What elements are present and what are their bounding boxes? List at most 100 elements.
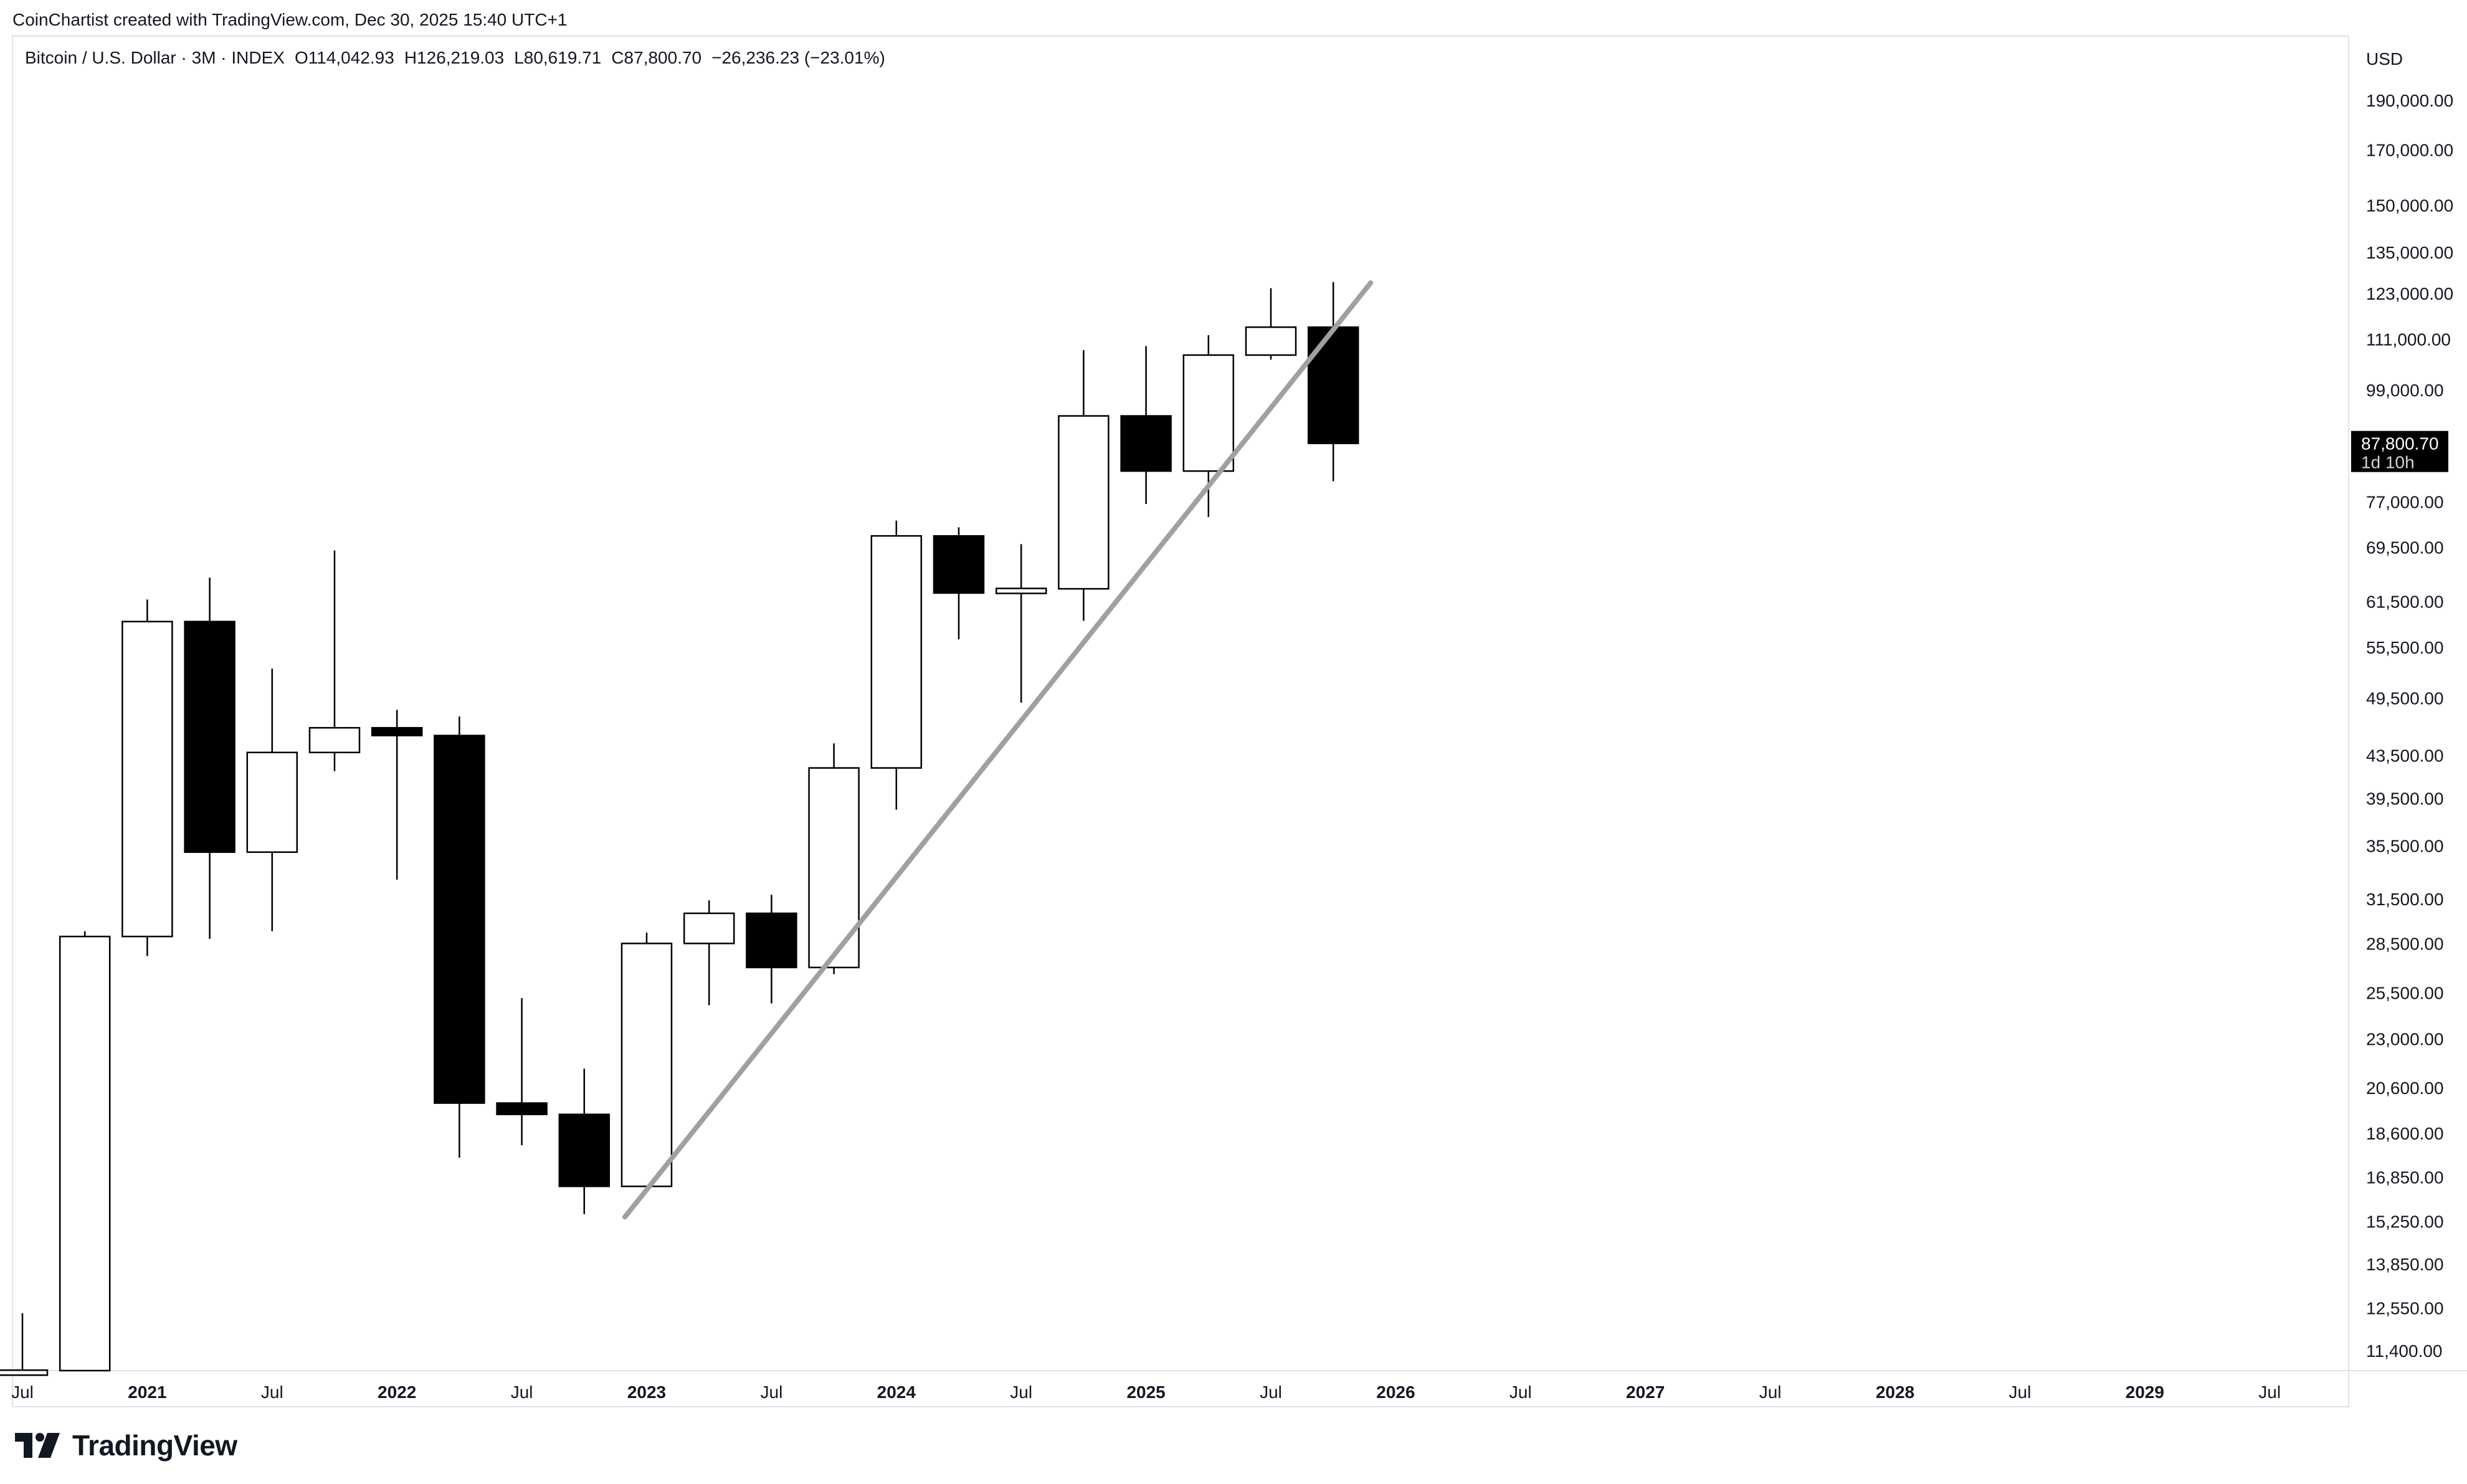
price-tick-label: 69,500.00 bbox=[2366, 538, 2444, 557]
candle[interactable] bbox=[184, 578, 235, 939]
candle-body-down bbox=[371, 726, 423, 736]
legend-open: O114,042.93 bbox=[295, 48, 394, 67]
price-tick-label: 190,000.00 bbox=[2366, 91, 2453, 110]
last-price-countdown: 1d 10h bbox=[2361, 453, 2415, 472]
last-price-value: 87,800.70 bbox=[2361, 434, 2439, 454]
price-tick-label: 99,000.00 bbox=[2366, 381, 2444, 400]
price-tick-label: 20,600.00 bbox=[2366, 1078, 2444, 1098]
price-tick-label: 135,000.00 bbox=[2366, 243, 2453, 262]
time-tick-label: 2025 bbox=[1126, 1382, 1165, 1402]
time-tick-label: Jul bbox=[1759, 1382, 1782, 1402]
candle[interactable] bbox=[995, 544, 1047, 703]
candle-body-up bbox=[808, 767, 860, 969]
candle-body-up bbox=[59, 935, 111, 1372]
time-tick-label: Jul bbox=[1509, 1382, 1532, 1402]
candle[interactable] bbox=[121, 599, 173, 956]
candle-body-down bbox=[184, 621, 235, 854]
price-tick-label: 13,850.00 bbox=[2366, 1255, 2444, 1274]
candle[interactable] bbox=[683, 900, 735, 1006]
currency-label: USD bbox=[2366, 49, 2403, 69]
candle-body-down bbox=[558, 1113, 611, 1187]
time-tick-label: Jul bbox=[2009, 1382, 2032, 1402]
time-tick-label: 2029 bbox=[2126, 1382, 2164, 1402]
price-tick-label: 170,000.00 bbox=[2366, 140, 2453, 159]
price-tick-label: 111,000.00 bbox=[2366, 330, 2451, 349]
tradingview-wordmark: TradingView bbox=[72, 1429, 237, 1462]
tradingview-logo-icon bbox=[15, 1433, 60, 1458]
price-tick-label: 39,500.00 bbox=[2366, 789, 2444, 809]
price-tick-label: 15,250.00 bbox=[2366, 1212, 2444, 1231]
price-tick-label: 16,850.00 bbox=[2366, 1168, 2444, 1187]
candle[interactable] bbox=[933, 527, 985, 640]
candle[interactable] bbox=[1245, 288, 1297, 360]
price-tick-label: 11,400.00 bbox=[2366, 1341, 2443, 1361]
candle[interactable] bbox=[620, 933, 673, 1187]
trendline-layer[interactable] bbox=[622, 280, 1374, 1220]
candle-body-up bbox=[0, 1369, 49, 1376]
time-tick-label: 2028 bbox=[1876, 1382, 1914, 1402]
legend-high: H126,219.03 bbox=[404, 48, 504, 67]
candle[interactable] bbox=[746, 895, 797, 1004]
trendline[interactable] bbox=[622, 280, 1374, 1220]
candle-body-down bbox=[1120, 415, 1172, 472]
legend-change: −26,236.23 (−23.01%) bbox=[711, 48, 885, 67]
tradingview-brand[interactable]: TradingView bbox=[15, 1427, 237, 1464]
candles-layer[interactable] bbox=[0, 282, 1359, 1376]
chart-attribution: CoinChartist created with TradingView.co… bbox=[12, 10, 568, 29]
time-tick-label: 2021 bbox=[128, 1382, 166, 1402]
candle[interactable] bbox=[1058, 350, 1110, 621]
chart-frame bbox=[12, 36, 2467, 1407]
price-tick-label: 77,000.00 bbox=[2366, 492, 2444, 511]
candle-body-up bbox=[620, 943, 673, 1187]
time-tick-label: Jul bbox=[261, 1382, 283, 1402]
candle[interactable] bbox=[0, 1313, 49, 1376]
candle[interactable] bbox=[1307, 282, 1359, 482]
candle[interactable] bbox=[1120, 346, 1172, 505]
time-tick-label: Jul bbox=[761, 1382, 783, 1402]
time-tick-label: 2026 bbox=[1376, 1382, 1415, 1402]
candle[interactable] bbox=[496, 998, 548, 1146]
time-tick-label: Jul bbox=[1260, 1382, 1282, 1402]
candle-body-down bbox=[434, 735, 485, 1104]
price-tick-label: 49,500.00 bbox=[2366, 689, 2444, 708]
price-tick-label: 123,000.00 bbox=[2366, 284, 2453, 303]
legend-low: L80,619.71 bbox=[514, 48, 601, 67]
time-tick-label: Jul bbox=[11, 1382, 34, 1402]
candle-body-down bbox=[746, 912, 797, 969]
time-tick-label: Jul bbox=[2258, 1382, 2281, 1402]
candle[interactable] bbox=[308, 550, 361, 771]
time-tick-label: 2023 bbox=[627, 1382, 666, 1402]
last-price-background bbox=[2351, 430, 2448, 472]
price-tick-label: 43,500.00 bbox=[2366, 746, 2444, 766]
candle-body-up bbox=[1058, 415, 1110, 590]
plot-border bbox=[12, 36, 2349, 1407]
candle[interactable] bbox=[371, 710, 423, 880]
price-axis[interactable]: USD 190,000.00 170,000.00 150,000.00 135,000… bbox=[2351, 49, 2453, 1361]
candle-body-up bbox=[121, 621, 173, 938]
time-tick-label: 2024 bbox=[877, 1382, 916, 1402]
price-tick-label: 35,500.00 bbox=[2366, 837, 2444, 856]
legend-symbol: Bitcoin / U.S. Dollar · 3M · INDEX bbox=[25, 48, 285, 67]
candle[interactable] bbox=[59, 931, 111, 1372]
candle-body-up bbox=[1245, 326, 1297, 356]
candle-body-up bbox=[995, 587, 1047, 594]
candle[interactable] bbox=[558, 1068, 611, 1214]
time-axis[interactable]: Jul 2021 Jul 2022 Jul 2023 Jul 2024 Jul 2025 Jul 20… bbox=[11, 1382, 2281, 1402]
time-tick-label: Jul bbox=[511, 1382, 533, 1402]
price-tick-label: 150,000.00 bbox=[2366, 196, 2453, 216]
price-tick-label: 23,000.00 bbox=[2366, 1029, 2444, 1049]
candle[interactable] bbox=[1182, 335, 1235, 517]
candle-body-up bbox=[1182, 354, 1235, 472]
price-tick-label: 12,550.00 bbox=[2366, 1298, 2444, 1318]
candle-body-down bbox=[933, 535, 985, 594]
time-tick-label: 2027 bbox=[1626, 1382, 1665, 1402]
candle[interactable] bbox=[870, 520, 923, 810]
candle[interactable] bbox=[808, 743, 860, 974]
candle-body-down bbox=[496, 1102, 548, 1115]
price-tick-label: 28,500.00 bbox=[2366, 934, 2444, 953]
candle[interactable] bbox=[246, 668, 298, 931]
candle[interactable] bbox=[434, 716, 485, 1158]
time-tick-label: 2022 bbox=[378, 1382, 416, 1402]
